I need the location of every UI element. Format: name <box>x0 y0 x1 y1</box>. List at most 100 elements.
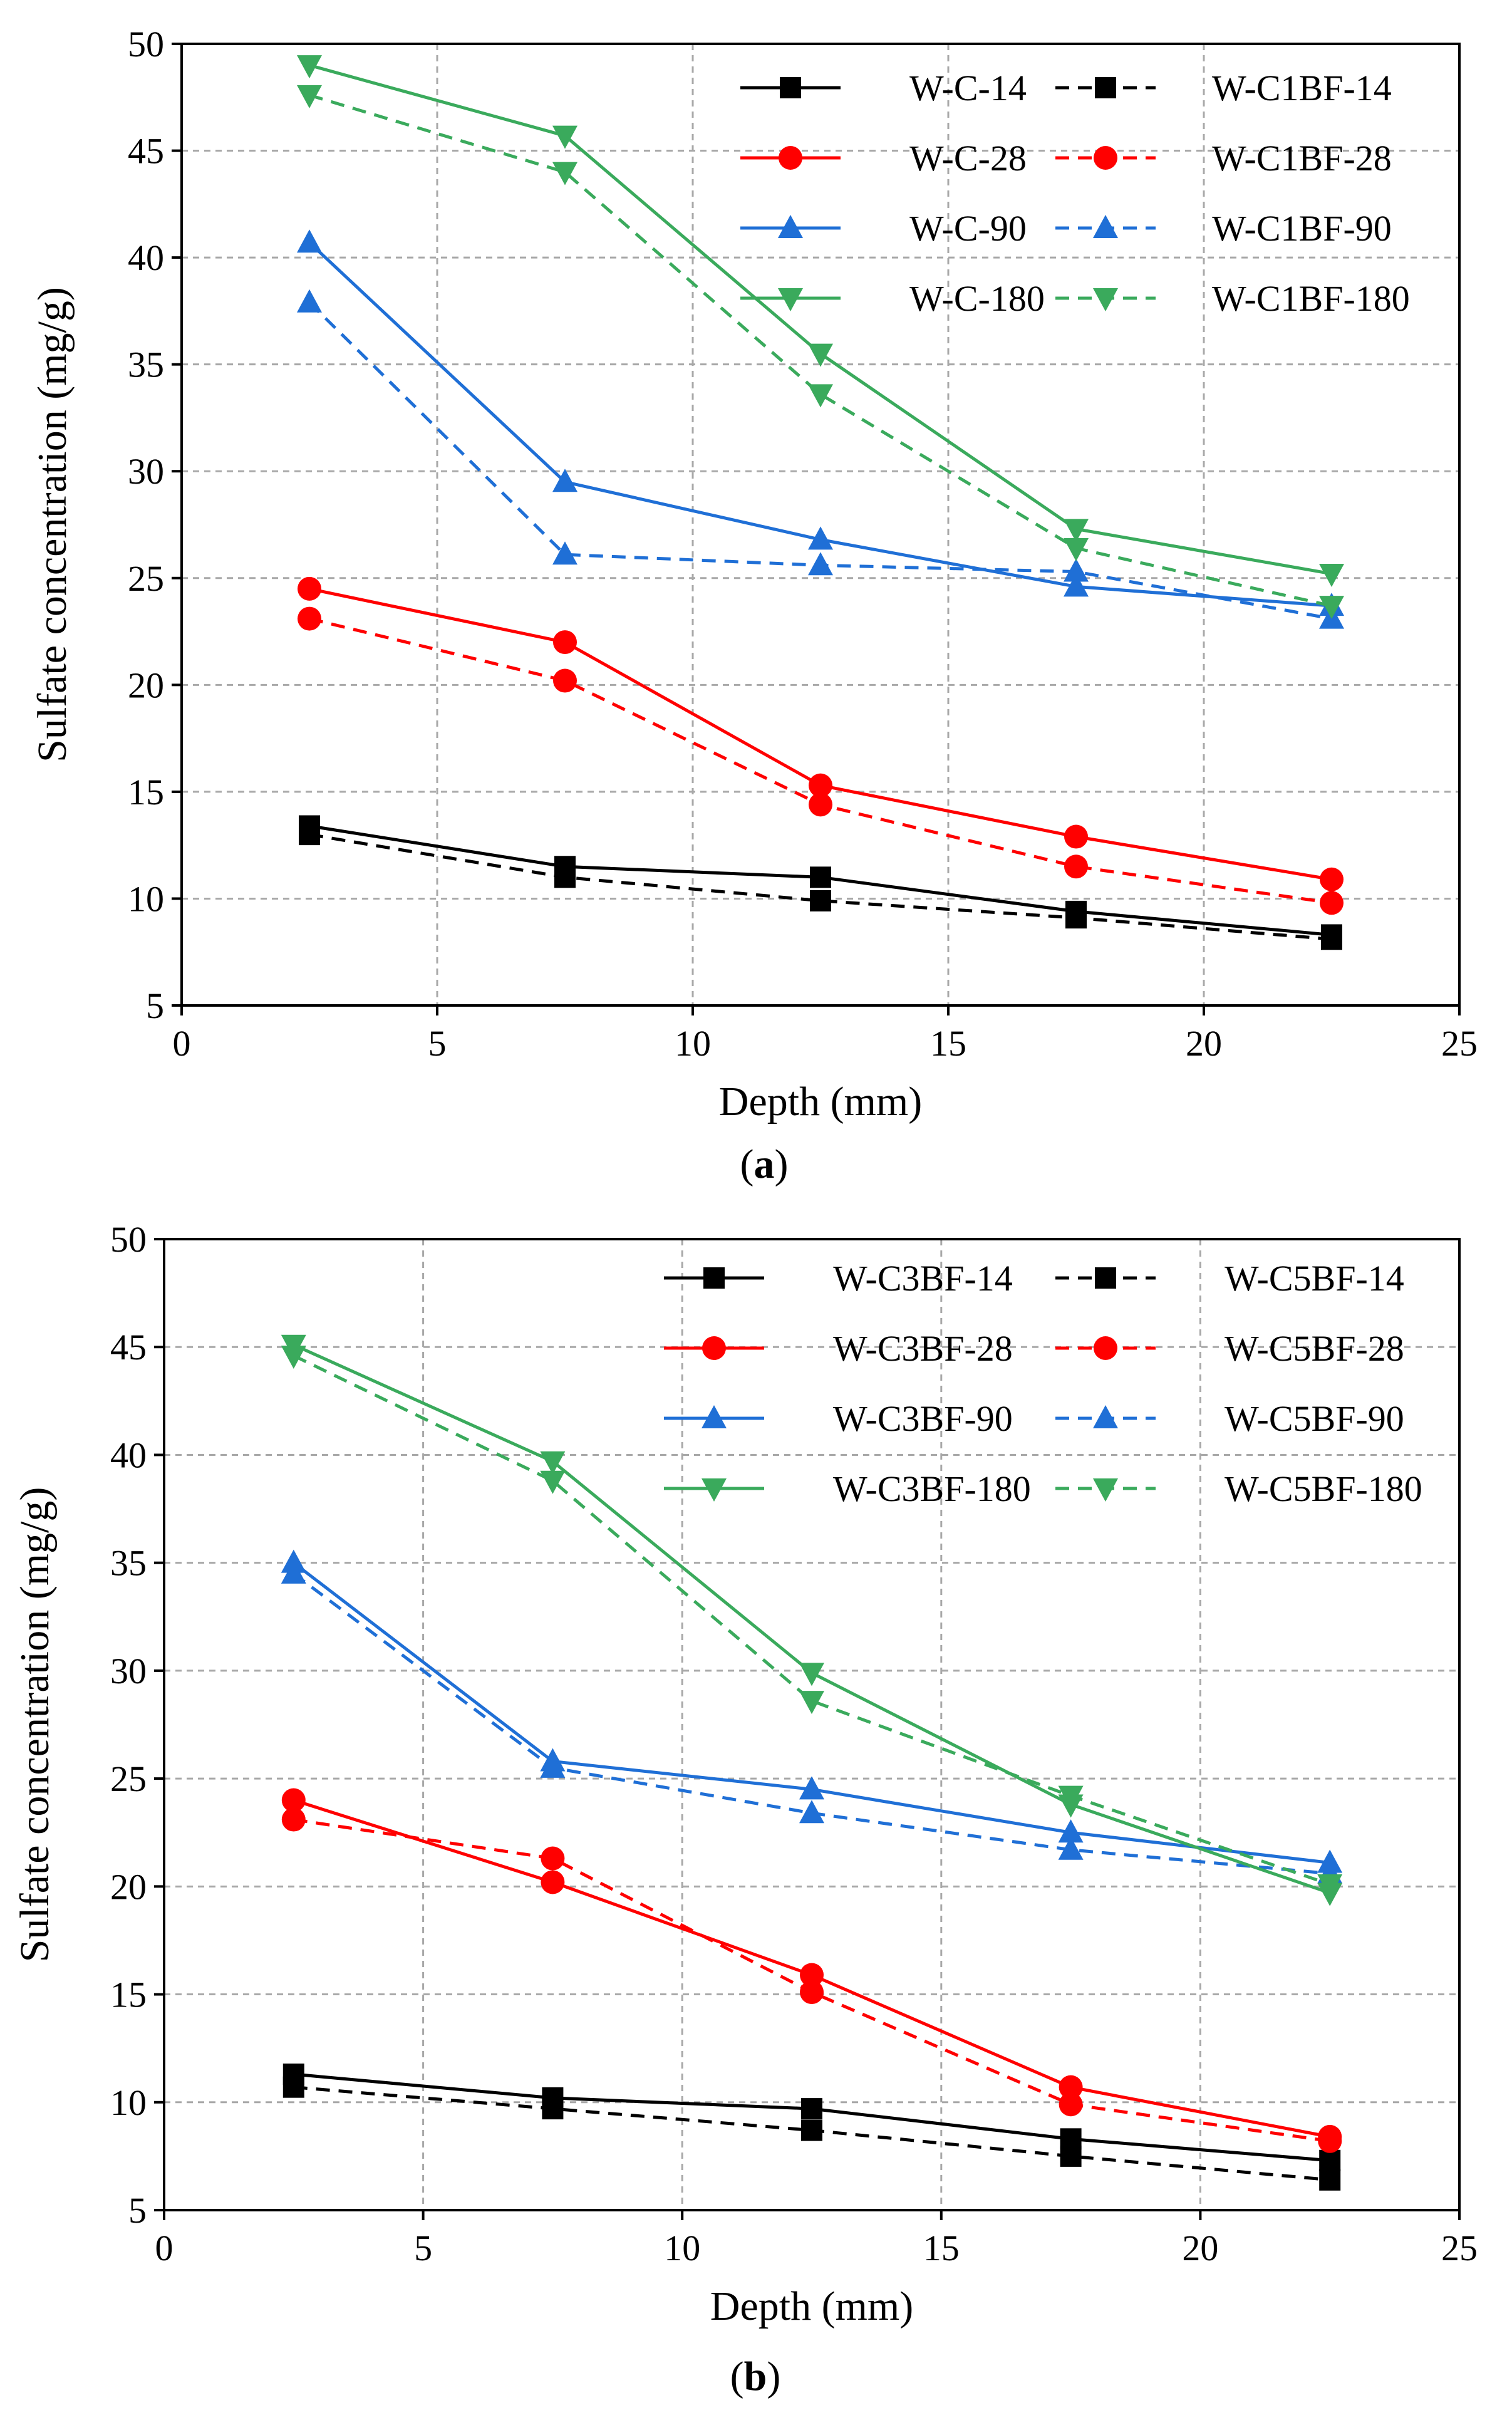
data-point <box>800 1980 824 2005</box>
y-axis-title: Sulfate concentration (mg/g) <box>12 1487 58 1963</box>
data-point <box>799 1663 824 1686</box>
legend-label: W-C1BF-180 <box>1212 278 1410 319</box>
legend-label: W-C5BF-180 <box>1225 1468 1422 1509</box>
legend-label: W-C3BF-28 <box>833 1328 1013 1369</box>
legend-marker <box>1094 146 1117 170</box>
data-point <box>281 1560 306 1584</box>
data-point <box>1058 1819 1084 1843</box>
data-point <box>808 384 833 408</box>
legend-label: W-C5BF-90 <box>1225 1398 1404 1439</box>
data-point <box>298 606 321 631</box>
data-point <box>1059 2092 1083 2117</box>
data-point <box>554 866 576 888</box>
legend-marker <box>1095 1267 1116 1289</box>
data-point <box>540 1451 566 1475</box>
y-tick-label: 30 <box>110 1651 147 1691</box>
data-point <box>1064 519 1089 543</box>
series-line <box>309 833 1332 941</box>
legend-marker <box>1093 1478 1118 1502</box>
data-point <box>1060 2145 1082 2167</box>
data-point <box>1058 1785 1084 1809</box>
data-point <box>1320 891 1344 915</box>
data-point <box>810 890 831 911</box>
legend: W-C-14 W-C1BF-14 W-C-28 W-C1BF-28 W-C-90 W-C1… <box>740 68 1410 319</box>
y-tick-label: 5 <box>146 985 164 1026</box>
data-point <box>552 162 577 185</box>
data-point <box>552 541 577 565</box>
data-point <box>799 1776 824 1800</box>
x-tick-label: 20 <box>1182 2228 1218 2268</box>
y-tick-label: 50 <box>110 1219 147 1260</box>
y-tick-label: 20 <box>128 665 164 705</box>
legend-label: W-C-14 <box>909 68 1027 108</box>
legend-marker <box>1093 288 1118 311</box>
data-point <box>1059 2075 1083 2099</box>
x-tick-label: 15 <box>930 1023 966 1064</box>
legend-marker <box>780 77 801 98</box>
legend-marker <box>1094 1336 1117 1360</box>
caption-open: ( <box>740 1141 754 1187</box>
data-point <box>297 55 322 79</box>
legend-marker <box>1095 77 1116 98</box>
legend-label: W-C-90 <box>909 208 1027 249</box>
legend-marker <box>1093 215 1118 238</box>
y-tick-label: 25 <box>110 1758 147 1799</box>
data-point <box>297 229 322 253</box>
legend-marker <box>703 1267 725 1289</box>
panel-caption: (a) <box>740 1141 789 1187</box>
caption-close: ) <box>767 2354 780 2399</box>
legend-marker <box>702 1405 727 1428</box>
series-W-C1BF-14 <box>299 824 1342 950</box>
data-point <box>540 1754 566 1778</box>
x-tick-label: 15 <box>923 2228 960 2268</box>
series-W-C1BF-90 <box>297 289 1344 629</box>
legend-label: W-C1BF-14 <box>1212 68 1392 108</box>
y-tick-label: 35 <box>110 1543 147 1584</box>
y-tick-label: 45 <box>110 1327 147 1368</box>
data-point <box>299 824 320 846</box>
legend-label: W-C-28 <box>909 138 1027 179</box>
data-point <box>808 343 833 367</box>
x-tick-label: 0 <box>155 2228 173 2268</box>
data-point <box>801 2119 822 2141</box>
gridlines <box>182 44 1459 1005</box>
caption-open: ( <box>730 2354 744 2399</box>
data-point <box>1064 824 1088 849</box>
x-tick-label: 10 <box>675 1023 711 1064</box>
y-tick-label: 15 <box>128 772 164 813</box>
series-W-C5BF-14 <box>282 2076 1341 2191</box>
data-point <box>298 576 321 601</box>
y-tick-label: 40 <box>128 237 164 278</box>
data-point <box>1319 2149 1341 2171</box>
plot-frame <box>180 43 1461 1007</box>
data-point <box>541 1870 565 1894</box>
data-point <box>1064 854 1088 879</box>
series-W-C-90 <box>297 229 1344 616</box>
data-point <box>282 2076 304 2098</box>
legend-marker <box>1093 1405 1118 1428</box>
plot-frame <box>163 1238 1461 2211</box>
x-tick-label: 5 <box>414 2228 432 2268</box>
y-axis-title: Sulfate concentration (mg/g) <box>29 287 75 762</box>
legend-label: W-C3BF-14 <box>833 1258 1013 1299</box>
data-point <box>553 668 577 693</box>
data-point <box>808 526 833 550</box>
data-point <box>1065 907 1087 929</box>
caption-close: ) <box>775 1141 789 1187</box>
data-point <box>800 1963 824 1987</box>
y-tick-label: 45 <box>128 131 164 172</box>
x-axis-title: Depth (mm) <box>710 2283 913 2329</box>
y-tick-label: 15 <box>110 1975 147 2015</box>
x-tick-label: 20 <box>1186 1023 1222 1064</box>
data-point <box>809 792 832 817</box>
legend-label: W-C-180 <box>909 278 1045 319</box>
data-point <box>553 630 577 655</box>
x-axis-title: Depth (mm) <box>719 1079 922 1124</box>
series-W-C1BF-180 <box>297 85 1344 620</box>
y-tick-label: 20 <box>110 1866 147 1907</box>
legend-label: W-C5BF-14 <box>1225 1258 1404 1299</box>
series-W-C5BF-180 <box>281 1346 1343 1898</box>
y-tick-label: 30 <box>128 451 164 492</box>
data-point <box>552 125 577 149</box>
